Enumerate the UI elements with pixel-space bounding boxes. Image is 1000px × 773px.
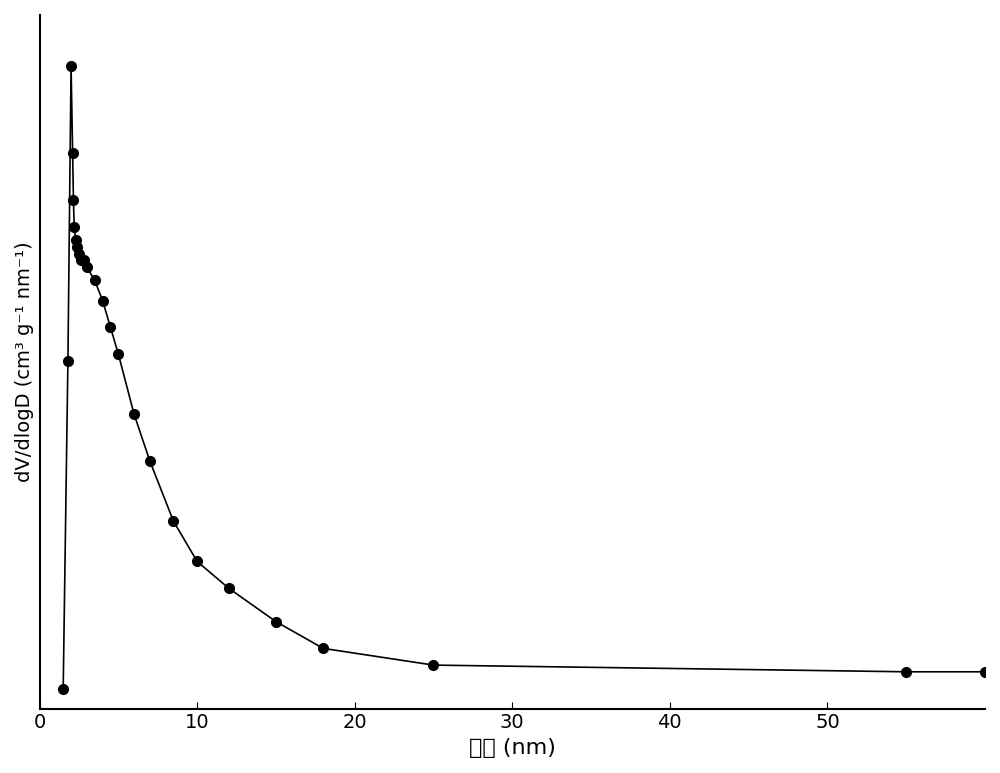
X-axis label: 孔径 (nm): 孔径 (nm) bbox=[469, 738, 556, 758]
Y-axis label: dV/dlogD (cm³ g⁻¹ nm⁻¹): dV/dlogD (cm³ g⁻¹ nm⁻¹) bbox=[15, 241, 34, 482]
